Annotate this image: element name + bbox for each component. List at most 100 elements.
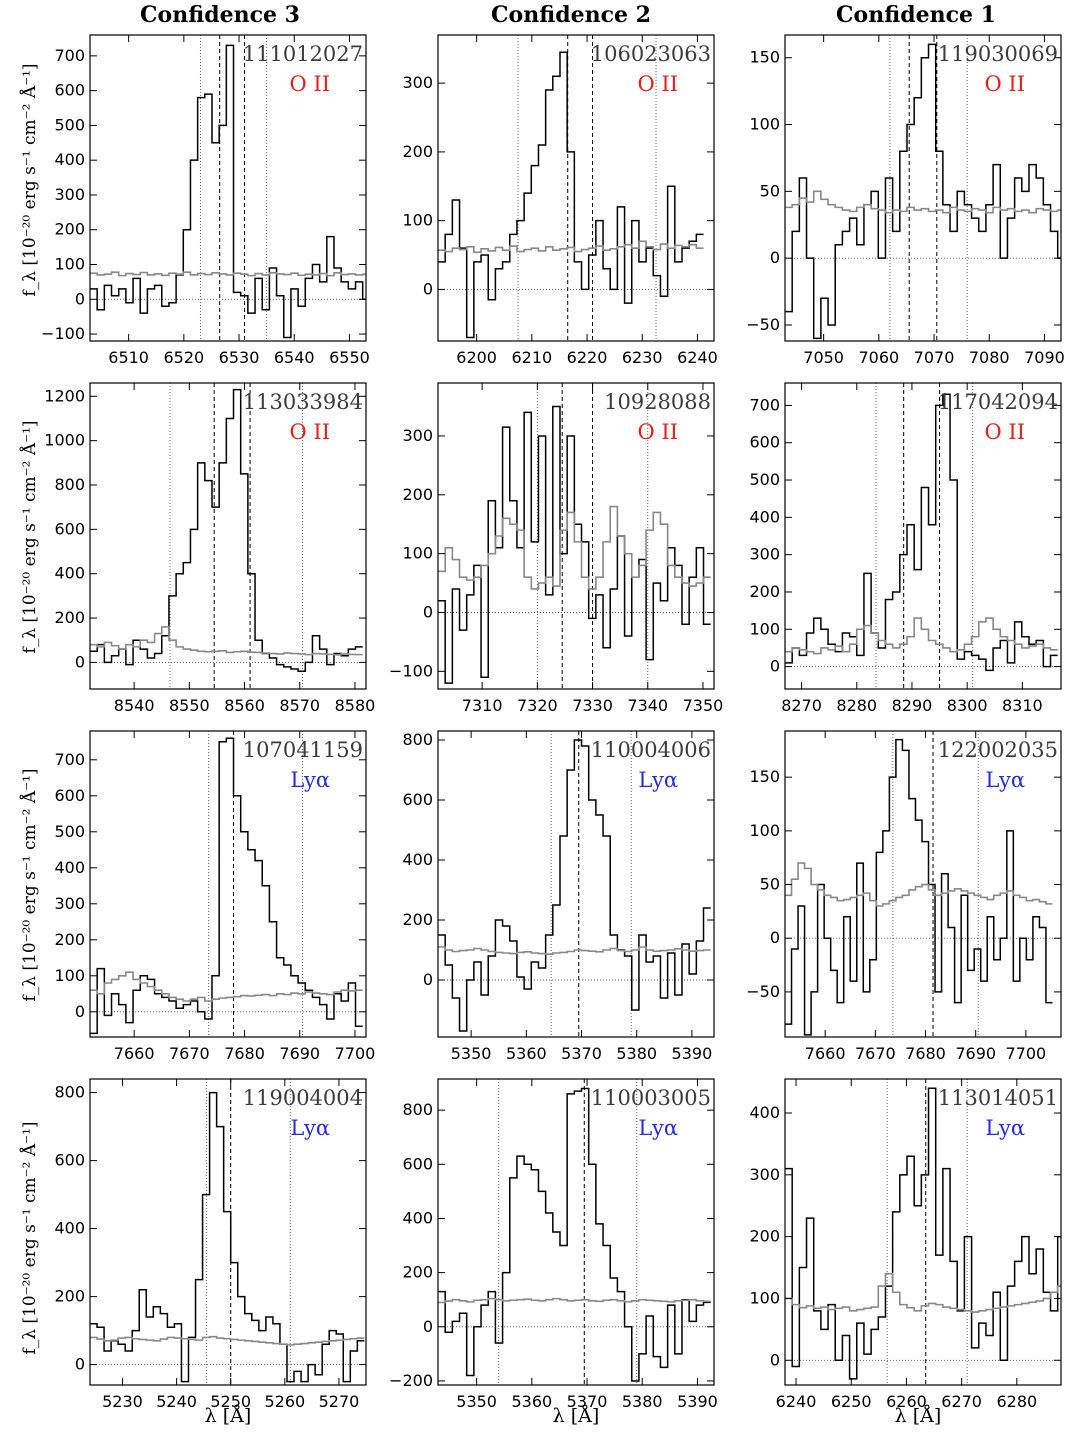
y-tick-label: 100	[749, 115, 780, 134]
panel-id-label: 111012027	[243, 42, 363, 66]
y-tick-label: 0	[423, 1317, 433, 1336]
y-tick-label: 0	[770, 1350, 780, 1369]
panel-122002035: 7660 7670 7680 7690 7700−5005010015012200203…	[746, 731, 1061, 1063]
y-tick-label: 100	[749, 1288, 780, 1307]
y-tick-label: 0	[75, 289, 85, 308]
y-tick-label: 200	[54, 930, 85, 949]
y-tick-label: 200	[54, 608, 85, 627]
panel-id-label: 106023063	[591, 42, 711, 66]
y-tick-label: 0	[423, 970, 433, 989]
x-tick-label: 6280	[996, 1392, 1037, 1411]
y-tick-label: 100	[402, 544, 433, 563]
y-tick-label: 200	[402, 910, 433, 929]
x-tick-label: 5270	[319, 1392, 360, 1411]
panel-id-label: 110004006	[591, 738, 711, 762]
panel-id-label: 113033984	[243, 390, 363, 414]
y-tick-label: 0	[770, 928, 780, 947]
line-label-oii: O II	[985, 420, 1025, 444]
y-tick-label: 600	[54, 1151, 85, 1170]
x-tick-label: 7700	[335, 1044, 376, 1063]
noise-series	[438, 241, 704, 252]
line-label-lya: Lyα	[290, 768, 330, 792]
x-tick-label: 5390	[672, 1044, 713, 1063]
x-tick-label: 5250	[210, 1392, 251, 1411]
y-tick-label: 0	[75, 1355, 85, 1374]
flux-series	[438, 407, 711, 684]
x-tick-label: 8580	[335, 696, 376, 715]
noise-series	[785, 618, 1058, 653]
y-tick-label: 200	[54, 220, 85, 239]
y-tick-label: 400	[54, 564, 85, 583]
noise-series	[90, 272, 370, 275]
x-tick-label: 6220	[567, 348, 608, 367]
y-tick-label: 50	[760, 181, 780, 200]
x-tick-label: 8570	[279, 696, 320, 715]
x-tick-label: 7660	[114, 1044, 155, 1063]
x-tick-label: 6210	[511, 348, 552, 367]
y-tick-label: 600	[402, 1154, 433, 1173]
panel-119004004: 5230 5240 5250 5260 5270 0 200 400 600 800 1190040…	[54, 1079, 366, 1411]
line-label-lya: Lyα	[290, 1116, 330, 1140]
panel-106023063: 6200 6210 6220 6230 62400100200300106023063O…	[402, 35, 717, 367]
y-tick-label: 700	[54, 46, 85, 65]
y-tick-label: −50	[746, 982, 780, 1001]
panel-id-label: 122002035	[938, 738, 1058, 762]
y-tick-label: 200	[402, 485, 433, 504]
y-tick-label: 400	[402, 850, 433, 869]
y-tick-label: 300	[54, 894, 85, 913]
x-tick-label: 5390	[677, 1392, 718, 1411]
x-tick-label: 5350	[451, 1044, 492, 1063]
y-tick-label: 0	[423, 279, 433, 298]
noise-series	[785, 1274, 1065, 1312]
y-tick-label: 50	[760, 875, 780, 894]
y-tick-label: 500	[54, 115, 85, 134]
y-tick-label: 1000	[44, 431, 85, 450]
y-tick-label: 100	[402, 211, 433, 230]
y-tick-label: 800	[402, 1100, 433, 1119]
panel-id-label: 117042094	[938, 390, 1058, 414]
x-tick-label: 6520	[163, 348, 204, 367]
x-tick-label: 7700	[1006, 1044, 1047, 1063]
y-tick-label: 0	[423, 603, 433, 622]
line-label-oii: O II	[290, 420, 330, 444]
y-tick-label: 200	[54, 1287, 85, 1306]
line-label-oii: O II	[638, 420, 678, 444]
x-tick-label: 5370	[567, 1392, 608, 1411]
panel-113033984: 8540 8550 8560 8570 8580 0 200 400 600 800 1000 120…	[44, 383, 375, 715]
y-tick-label: 800	[54, 475, 85, 494]
panel-id-label: 113014051	[938, 1086, 1058, 1110]
x-tick-label: 6250	[831, 1392, 872, 1411]
x-tick-label: 7680	[905, 1044, 946, 1063]
line-label-lya: Lyα	[985, 768, 1025, 792]
y-tick-label: 400	[749, 1103, 780, 1122]
y-tick-label: −100	[41, 324, 85, 343]
y-tick-label: 100	[54, 966, 85, 985]
x-tick-label: 6240	[776, 1392, 817, 1411]
line-label-oii: O II	[638, 72, 678, 96]
x-tick-label: 8550	[169, 696, 210, 715]
y-tick-label: 200	[749, 582, 780, 601]
y-tick-label: 600	[749, 433, 780, 452]
y-tick-label: 300	[402, 426, 433, 445]
x-tick-label: 6200	[456, 348, 497, 367]
x-tick-label: 5380	[622, 1392, 663, 1411]
x-tick-label: 5240	[156, 1392, 197, 1411]
panel-119030069: 7050 7060 7070 7080 7090−50050100150 11903006…	[746, 35, 1067, 367]
y-tick-label: 200	[749, 1227, 780, 1246]
y-tick-label: 800	[402, 730, 433, 749]
noise-series	[90, 972, 363, 1001]
line-label-oii: O II	[985, 72, 1025, 96]
y-tick-label: 200	[402, 1263, 433, 1282]
x-tick-label: 7310	[462, 696, 503, 715]
panel-10928088: 7310 7320 7330 7340 7350−1000100200300109280…	[389, 383, 723, 715]
x-tick-label: 7330	[572, 696, 613, 715]
y-tick-label: 300	[402, 73, 433, 92]
y-tick-label: 400	[54, 858, 85, 877]
y-tick-label: 400	[54, 150, 85, 169]
y-tick-label: −50	[746, 315, 780, 334]
x-tick-label: 7080	[969, 348, 1010, 367]
y-tick-label: 0	[770, 248, 780, 267]
y-tick-label: 0	[770, 657, 780, 676]
y-tick-label: 600	[54, 519, 85, 538]
